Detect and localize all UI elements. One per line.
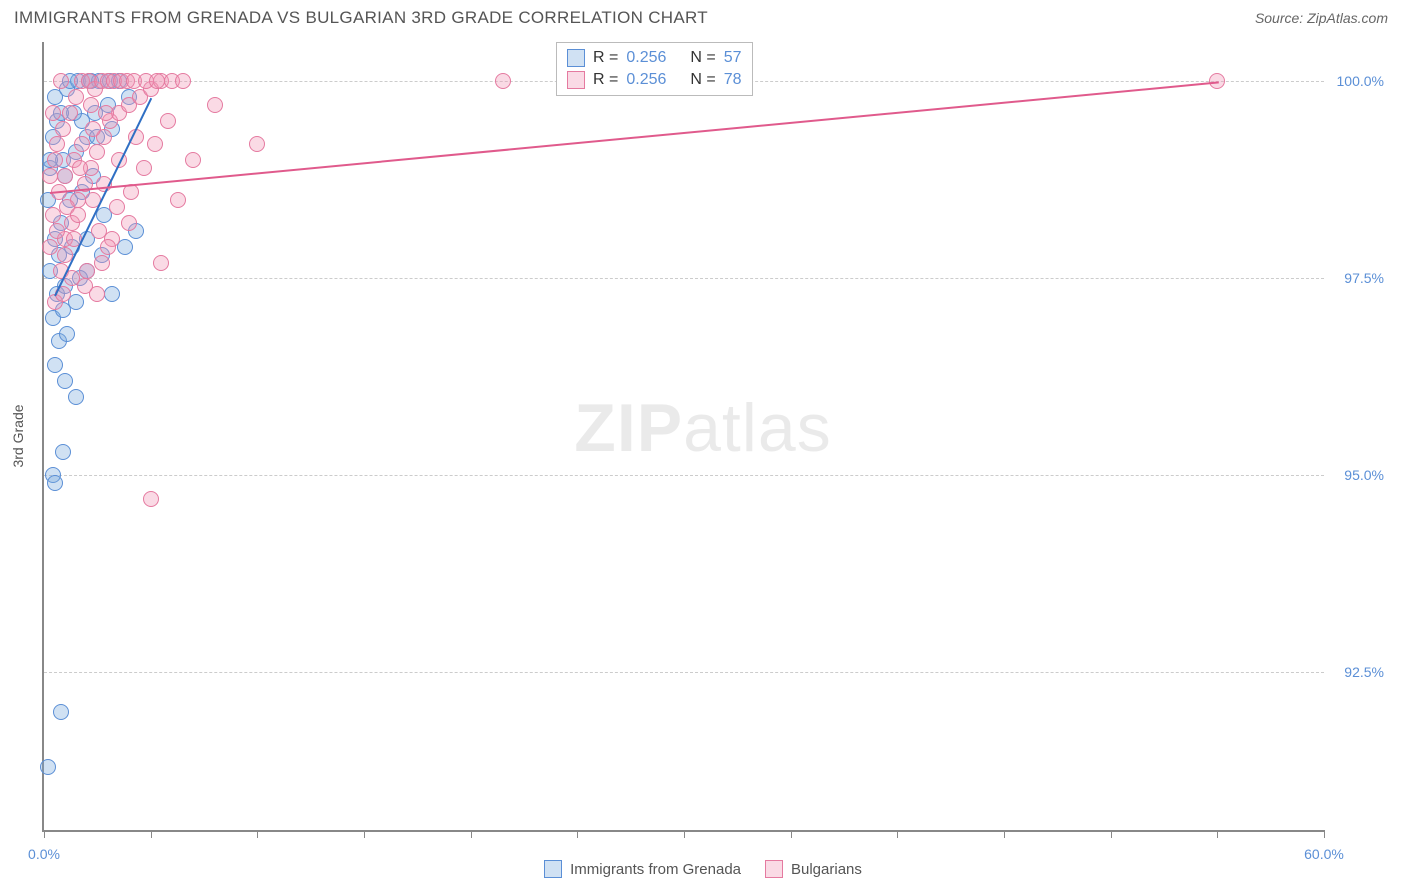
stats-legend-row: R = 0.256 N = 57 — [567, 47, 742, 69]
legend-swatch — [567, 71, 585, 89]
legend-n-label: N = — [690, 71, 715, 89]
bottom-legend: Immigrants from Grenada Bulgarians — [0, 860, 1406, 878]
scatter-point — [40, 759, 56, 775]
scatter-point — [68, 89, 84, 105]
scatter-point — [72, 160, 88, 176]
scatter-point — [185, 152, 201, 168]
scatter-point — [89, 286, 105, 302]
scatter-point — [47, 357, 63, 373]
source-label: Source: — [1255, 10, 1303, 26]
legend-r-value: 0.256 — [626, 71, 666, 89]
x-tick — [684, 830, 685, 838]
bottom-legend-label: Immigrants from Grenada — [570, 861, 741, 878]
scatter-point — [47, 475, 63, 491]
scatter-point — [149, 73, 165, 89]
stats-legend: R = 0.256 N = 57 R = 0.256 N = 78 — [556, 42, 753, 96]
scatter-point — [59, 326, 75, 342]
bottom-legend-item: Bulgarians — [765, 860, 862, 878]
source-value: ZipAtlas.com — [1307, 10, 1388, 26]
scatter-point — [153, 255, 169, 271]
chart-source: Source: ZipAtlas.com — [1255, 10, 1388, 26]
x-tick — [791, 830, 792, 838]
x-tick — [471, 830, 472, 838]
legend-n-value: 57 — [724, 49, 742, 67]
x-tick — [257, 830, 258, 838]
y-tick-label: 92.5% — [1329, 664, 1384, 680]
scatter-point — [121, 215, 137, 231]
scatter-point — [70, 207, 86, 223]
legend-swatch — [765, 860, 783, 878]
scatter-point — [57, 168, 73, 184]
scatter-point — [89, 144, 105, 160]
scatter-point — [79, 263, 95, 279]
x-tick — [1004, 830, 1005, 838]
scatter-point — [55, 121, 71, 137]
legend-r-label: R = — [593, 71, 618, 89]
scatter-point — [147, 136, 163, 152]
scatter-point — [62, 105, 78, 121]
scatter-point — [104, 286, 120, 302]
scatter-point — [49, 223, 65, 239]
x-tick — [1324, 830, 1325, 838]
y-tick-label: 95.0% — [1329, 467, 1384, 483]
scatter-point — [42, 168, 58, 184]
x-tick — [577, 830, 578, 838]
scatter-point — [55, 444, 71, 460]
scatter-point — [143, 491, 159, 507]
scatter-point — [53, 704, 69, 720]
scatter-point — [49, 136, 65, 152]
gridline-h — [44, 278, 1324, 279]
chart-header: IMMIGRANTS FROM GRENADA VS BULGARIAN 3RD… — [0, 0, 1406, 32]
scatter-point — [45, 105, 61, 121]
scatter-point — [47, 152, 63, 168]
x-tick — [897, 830, 898, 838]
scatter-point — [495, 73, 511, 89]
bottom-legend-label: Bulgarians — [791, 861, 862, 878]
trend-line — [50, 81, 1219, 194]
x-tick — [44, 830, 45, 838]
scatter-point — [249, 136, 265, 152]
scatter-point — [170, 192, 186, 208]
scatter-point — [45, 207, 61, 223]
bottom-legend-item: Immigrants from Grenada — [544, 860, 741, 878]
legend-swatch — [567, 49, 585, 67]
legend-r-label: R = — [593, 49, 618, 67]
x-tick — [1111, 830, 1112, 838]
scatter-point — [91, 223, 107, 239]
y-tick-label: 100.0% — [1329, 73, 1384, 89]
scatter-point — [98, 105, 114, 121]
chart-title: IMMIGRANTS FROM GRENADA VS BULGARIAN 3RD… — [14, 8, 708, 28]
scatter-point — [85, 121, 101, 137]
x-tick — [151, 830, 152, 838]
scatter-point — [94, 255, 110, 271]
gridline-h — [44, 475, 1324, 476]
legend-r-value: 0.256 — [626, 49, 666, 67]
scatter-point — [207, 97, 223, 113]
scatter-point — [136, 160, 152, 176]
scatter-point — [42, 239, 58, 255]
plot-area: 3rd Grade 92.5%95.0%97.5%100.0%0.0%60.0%… — [42, 42, 1324, 832]
y-tick-label: 97.5% — [1329, 270, 1384, 286]
scatter-point — [68, 389, 84, 405]
legend-n-label: N = — [690, 49, 715, 67]
scatter-point — [109, 199, 125, 215]
scatter-point — [74, 136, 90, 152]
scatter-point — [57, 373, 73, 389]
stats-legend-row: R = 0.256 N = 78 — [567, 69, 742, 91]
scatter-point — [53, 73, 69, 89]
x-tick — [1217, 830, 1218, 838]
scatter-point — [83, 97, 99, 113]
gridline-h — [44, 672, 1324, 673]
plot-wrap: 3rd Grade 92.5%95.0%97.5%100.0%0.0%60.0%… — [42, 42, 1384, 832]
scatter-point — [100, 239, 116, 255]
legend-swatch — [544, 860, 562, 878]
x-tick — [364, 830, 365, 838]
scatter-point — [175, 73, 191, 89]
legend-n-value: 78 — [724, 71, 742, 89]
y-axis-label: 3rd Grade — [10, 404, 26, 467]
scatter-point — [160, 113, 176, 129]
